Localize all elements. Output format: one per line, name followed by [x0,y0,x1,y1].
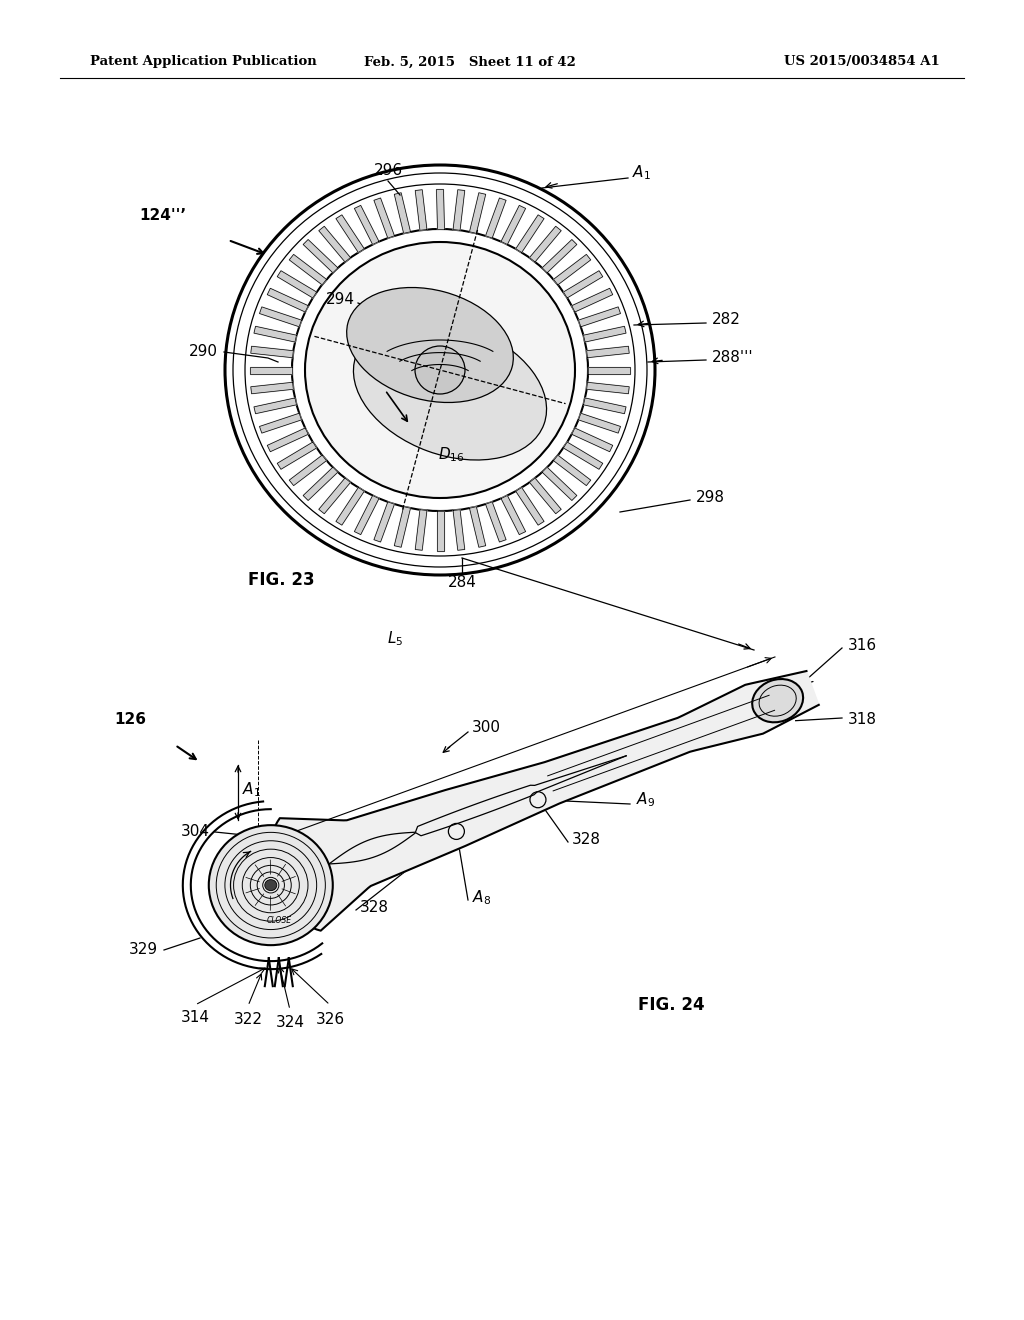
Text: $A_9$: $A_9$ [636,791,655,809]
Polygon shape [563,271,603,298]
Text: 126: 126 [114,713,146,727]
Polygon shape [516,487,544,525]
Polygon shape [579,308,621,327]
Ellipse shape [305,242,575,498]
Text: 292: 292 [406,293,434,308]
Ellipse shape [265,879,276,891]
Text: $A_1$: $A_1$ [242,780,261,800]
Polygon shape [259,413,301,433]
Polygon shape [453,510,465,550]
Polygon shape [416,510,427,550]
Polygon shape [529,478,561,513]
Polygon shape [542,467,577,500]
Polygon shape [453,190,465,230]
Text: 329: 329 [129,942,158,957]
Polygon shape [354,495,379,535]
Polygon shape [416,190,427,230]
Polygon shape [374,198,394,238]
Polygon shape [501,206,525,244]
Polygon shape [289,255,327,285]
Polygon shape [303,467,338,500]
Text: $D_{16}$: $D_{16}$ [438,446,465,465]
Text: 306: 306 [278,825,307,840]
Polygon shape [278,442,316,470]
Polygon shape [354,206,379,244]
Text: $L_5$: $L_5$ [387,630,403,648]
Polygon shape [254,326,297,342]
Polygon shape [588,367,630,374]
Text: 288''': 288''' [712,351,754,366]
Polygon shape [501,495,525,535]
Polygon shape [470,193,485,234]
Polygon shape [542,239,577,273]
Text: Patent Application Publication: Patent Application Publication [90,55,316,69]
Ellipse shape [353,319,547,459]
Polygon shape [554,455,591,486]
Polygon shape [470,507,485,548]
Polygon shape [587,346,629,358]
Polygon shape [251,383,293,393]
Polygon shape [254,397,297,413]
Text: 328: 328 [360,900,389,916]
Polygon shape [529,226,561,261]
Polygon shape [318,478,350,513]
Text: 322: 322 [233,1012,262,1027]
Polygon shape [485,198,506,238]
Text: 282: 282 [712,313,741,327]
Text: 326: 326 [315,1012,344,1027]
Polygon shape [303,239,338,273]
Polygon shape [587,383,629,393]
Text: US 2015/0034854 A1: US 2015/0034854 A1 [784,55,940,69]
Ellipse shape [347,288,513,403]
Text: 300: 300 [472,721,501,735]
Text: 298: 298 [696,491,725,506]
Polygon shape [220,671,819,931]
Text: $A_8$: $A_8$ [472,888,492,907]
Polygon shape [485,502,506,543]
Text: 318: 318 [848,713,877,727]
Polygon shape [571,288,612,312]
Text: 290: 290 [189,345,218,359]
Text: 324: 324 [275,1015,304,1030]
Polygon shape [336,215,365,252]
Polygon shape [571,428,612,451]
Ellipse shape [415,346,465,393]
Polygon shape [584,397,626,413]
Ellipse shape [753,678,803,722]
Text: 284: 284 [447,576,476,590]
Polygon shape [579,413,621,433]
Polygon shape [436,189,443,228]
Polygon shape [516,215,544,252]
Polygon shape [267,288,308,312]
Polygon shape [394,507,411,548]
Text: 294: 294 [326,293,355,308]
Text: 296: 296 [374,162,402,178]
Text: CLOSE: CLOSE [266,916,292,924]
Polygon shape [318,226,350,261]
Text: FIG. 24: FIG. 24 [638,997,705,1014]
Text: Feb. 5, 2015   Sheet 11 of 42: Feb. 5, 2015 Sheet 11 of 42 [365,55,575,69]
Text: $A_1$: $A_1$ [632,164,651,182]
Polygon shape [563,442,603,470]
Polygon shape [374,502,394,543]
Text: 316: 316 [848,638,878,652]
Text: 124''’: 124''’ [139,207,186,223]
Text: 328: 328 [572,833,601,847]
Polygon shape [584,326,626,342]
Polygon shape [250,367,292,374]
Polygon shape [394,193,411,234]
Polygon shape [336,487,365,525]
Ellipse shape [209,825,333,945]
Text: 304: 304 [181,825,210,840]
Polygon shape [259,308,301,327]
Polygon shape [289,455,327,486]
Text: FIG. 23: FIG. 23 [248,572,314,589]
Polygon shape [554,255,591,285]
Polygon shape [278,271,316,298]
Polygon shape [267,428,308,451]
Polygon shape [436,511,443,550]
Text: 314: 314 [180,1010,210,1026]
Polygon shape [251,346,293,358]
